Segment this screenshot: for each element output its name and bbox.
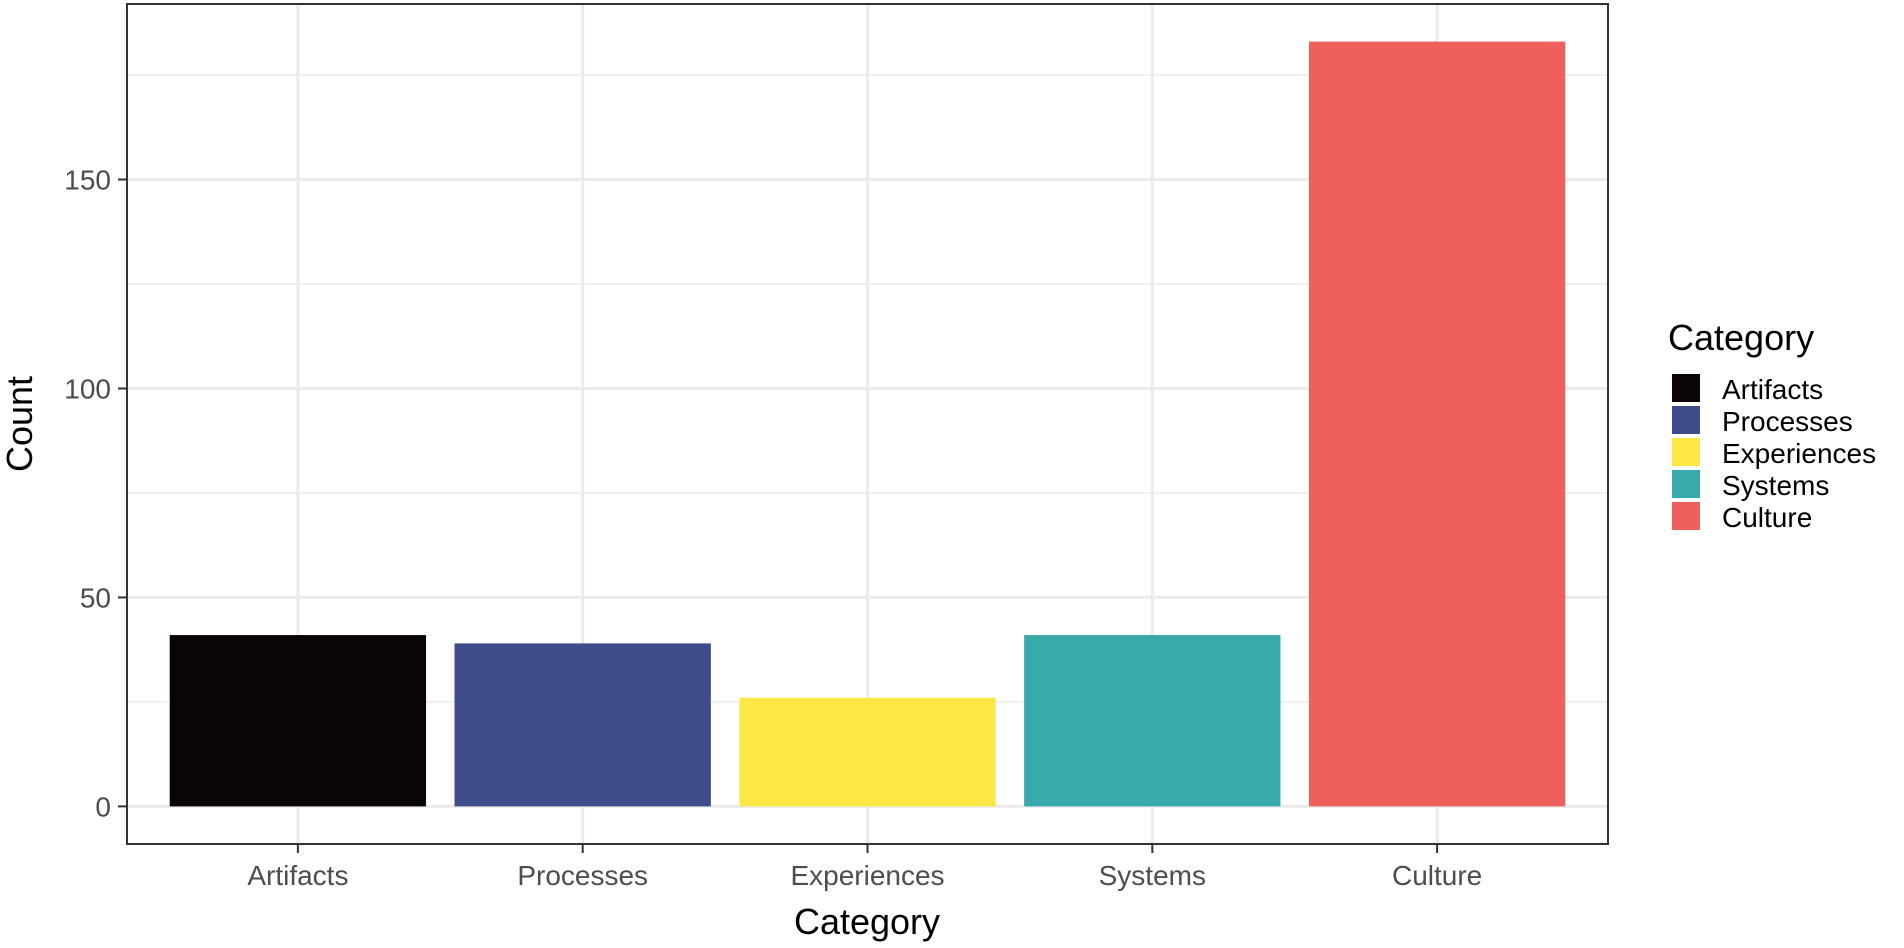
legend: Category ArtifactsProcessesExperiencesSy… (1668, 317, 1876, 533)
bar-artifacts (169, 635, 427, 807)
bar-processes (454, 643, 711, 807)
bar-experiences (739, 697, 996, 807)
bar-systems (1024, 635, 1281, 807)
x-axis-title: Category (794, 901, 940, 942)
x-tick-label: Systems (1099, 860, 1206, 891)
y-tick-label: 50 (80, 582, 111, 613)
legend-key-systems (1672, 470, 1700, 498)
x-tick-label: Culture (1392, 860, 1482, 891)
legend-label: Experiences (1722, 438, 1876, 469)
x-tick-label: Experiences (790, 860, 944, 891)
legend-label: Artifacts (1722, 374, 1823, 405)
legend-label: Processes (1722, 406, 1853, 437)
legend-title: Category (1668, 317, 1814, 358)
y-axis-ticks: 0 50 100 150 (64, 165, 127, 822)
bars (169, 41, 1566, 807)
y-tick-label: 0 (95, 791, 111, 822)
legend-key-culture (1672, 502, 1700, 530)
y-tick-label: 100 (64, 373, 111, 404)
x-axis-ticks: Artifacts Processes Experiences Systems Cult… (247, 844, 1482, 891)
legend-label: Systems (1722, 470, 1829, 501)
x-tick-label: Artifacts (247, 860, 348, 891)
legend-key-processes (1672, 406, 1700, 434)
y-tick-label: 150 (64, 165, 111, 196)
x-tick-label: Processes (517, 860, 648, 891)
legend-label: Culture (1722, 502, 1812, 533)
legend-key-artifacts (1672, 374, 1700, 402)
bar-culture (1308, 41, 1566, 807)
y-axis-title: Count (0, 376, 40, 472)
legend-key-experiences (1672, 438, 1700, 466)
